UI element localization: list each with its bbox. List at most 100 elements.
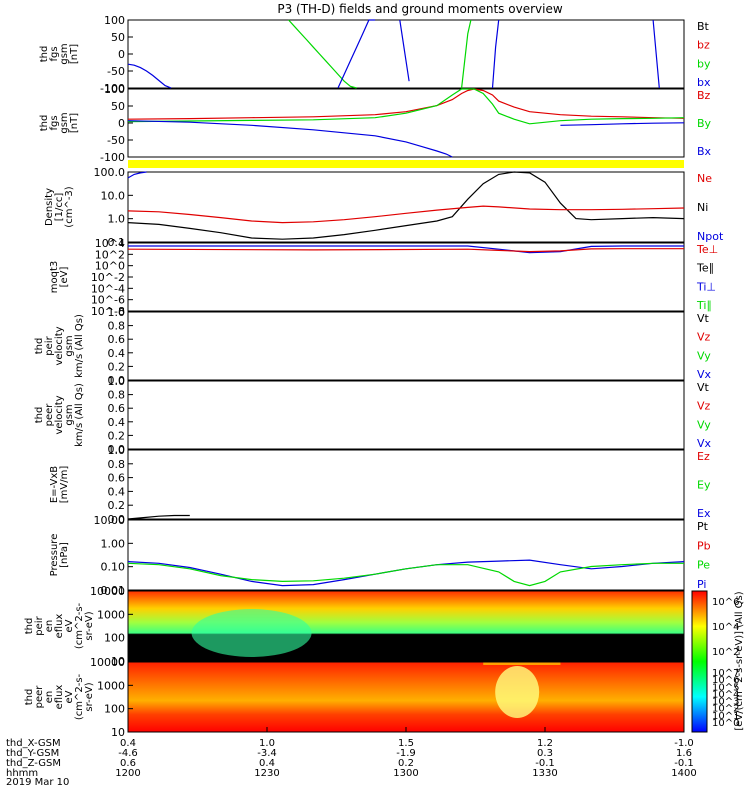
xaxis-value: -3.4: [257, 748, 277, 759]
y-axis-label: thdfgsgsm[nT]: [39, 112, 80, 133]
y-tick-label: 10^-4: [91, 282, 125, 295]
y-tick-label: 0.01: [101, 584, 126, 597]
y-tick-label: 100.0: [94, 166, 126, 179]
legend-By: By: [697, 117, 712, 130]
y-tick-label: 100: [104, 14, 125, 27]
colorbar: [eV/(cm^2-s-sr-eV)] (All Qs): [691, 590, 745, 733]
y-tick-label: 1.00: [101, 537, 126, 550]
xaxis-value: 0.4: [120, 738, 136, 749]
panel-frame: [127, 449, 685, 520]
series-line-0: [127, 63, 172, 89]
xaxis-value: 0.3: [537, 748, 553, 759]
series-line-3: [399, 19, 410, 82]
y-tick-label: 0.4: [108, 485, 126, 498]
colorbar-fill: [691, 590, 708, 733]
legend-Vt: Vt: [697, 381, 710, 394]
panel-peir-v: 1.00.80.60.40.20.0thdpeirvelocitygsmkm/s…: [34, 306, 712, 387]
y-tick-label: 1.0: [108, 444, 126, 457]
xaxis-value: 0.6: [120, 758, 136, 769]
y-tick-label: 50: [111, 31, 125, 44]
series-line-1: [288, 19, 357, 89]
legend-Ti∥: Ti∥: [696, 299, 712, 312]
series-line-0: [127, 171, 685, 240]
y-axis-label: thdfgsgsm[nT]: [39, 43, 80, 64]
y-tick-label: 1000: [97, 679, 125, 692]
xaxis-value: 1.2: [537, 738, 553, 749]
y-tick-label: 10^-6: [91, 294, 125, 307]
legend-Ti⊥: Ti⊥: [696, 280, 716, 293]
xaxis-value: 1.5: [398, 738, 414, 749]
colorbar-tick: 10^2: [712, 647, 739, 658]
plot-title: P3 (TH-D) fields and ground moments over…: [277, 2, 562, 16]
xaxis-row-label: thd_X-GSM: [6, 738, 61, 749]
colorbar-label: [eV/(cm^2-s-sr-eV)] (All Qs): [734, 591, 745, 730]
xaxis-value: -0.1: [535, 758, 555, 769]
y-tick-label: 0.2: [108, 429, 126, 442]
legend-Te⊥: Te⊥: [696, 243, 718, 256]
colorbar-tick: 10^2: [712, 704, 739, 715]
panel-frame: [127, 19, 685, 89]
y-tick-label: 0.4: [108, 416, 126, 429]
xaxis-value: 1400: [671, 768, 696, 779]
y-tick-label: 0.6: [108, 472, 126, 485]
legend-Ne: Ne: [697, 172, 712, 185]
panel-fgs: 100 50 0 -50 -100 thdfgsgsm[nT] Bt bz by bx: [39, 14, 711, 95]
xaxis-value: 1330: [532, 768, 557, 779]
series-line-2: [337, 19, 376, 89]
legend-Ez: Ez: [697, 450, 710, 463]
y-axis-label: Density[1/cc](cm^-3): [44, 186, 75, 227]
y-tick-label: 0.8: [108, 458, 126, 471]
y-tick-label: 0.0: [108, 443, 126, 456]
xaxis-value: 1.6: [676, 748, 692, 759]
legend-by: by: [697, 57, 711, 70]
y-tick-label: 10000: [90, 585, 125, 598]
panel-density: 100.0 10.0 1.0 0.1 Density[1/cc](cm^-3) Ne Ni N…: [44, 166, 724, 249]
series-line-2: [127, 120, 453, 158]
xaxis-value: -0.1: [674, 758, 694, 769]
legend-Pb: Pb: [697, 539, 711, 552]
y-tick-label: 0.2: [108, 360, 126, 373]
y-tick-label: 100: [104, 632, 125, 645]
series-line-1: [127, 88, 685, 125]
y-axis-label: Pressure[nPa]: [49, 534, 70, 577]
y-tick-label: 0.6: [108, 333, 126, 346]
y-tick-label: 10^-8: [91, 305, 125, 318]
ephemeris-bar: [128, 160, 684, 168]
series-line-0: [127, 514, 190, 520]
y-tick-label: 10: [111, 726, 125, 739]
y-tick-label: 10^-2: [91, 271, 125, 284]
y-tick-label: 0.8: [108, 320, 126, 333]
legend-Vx: Vx: [697, 368, 712, 381]
y-tick-label: -50: [107, 65, 125, 78]
y-tick-label: 0: [118, 48, 125, 61]
legend-Vx: Vx: [697, 437, 712, 450]
series-line-6: [652, 19, 660, 89]
panel-pressure: 10.00 1.00 0.10 0.01 Pressure[nPa] Pt Pb Pe Pi: [49, 514, 711, 597]
series-line-3: [560, 122, 685, 126]
series-line-1: [127, 562, 684, 587]
legend-bx: bx: [697, 76, 711, 89]
legend-Bz: Bz: [697, 89, 711, 102]
panel-frame: [127, 380, 685, 450]
y-tick-label: 10^2: [95, 248, 125, 261]
y-tick-label: 10^4: [95, 237, 125, 250]
series-line-0: [127, 559, 685, 587]
y-tick-label: 0.0: [108, 513, 126, 526]
legend-Ni: Ni: [697, 201, 708, 214]
series-line-0: [128, 245, 684, 254]
legend-Vy: Vy: [697, 418, 711, 431]
y-tick-label: 10^0: [95, 260, 125, 273]
legend-Bx: Bx: [697, 145, 712, 158]
colorbar-tick: 10^6: [712, 597, 739, 608]
legend-Pt: Pt: [697, 520, 709, 533]
legend-Bt: Bt: [697, 20, 710, 33]
y-tick-label: 100: [104, 703, 125, 716]
y-axis-label: thdpeirenefluxeV(cm^2-s-sr-eV): [24, 602, 95, 649]
legend-Vy: Vy: [697, 349, 711, 362]
legend-bz: bz: [697, 39, 710, 52]
series-line-5: [491, 19, 500, 89]
panel-frame: [127, 519, 685, 591]
y-tick-label: 1.0: [108, 375, 126, 388]
series-line-1: [127, 205, 685, 224]
